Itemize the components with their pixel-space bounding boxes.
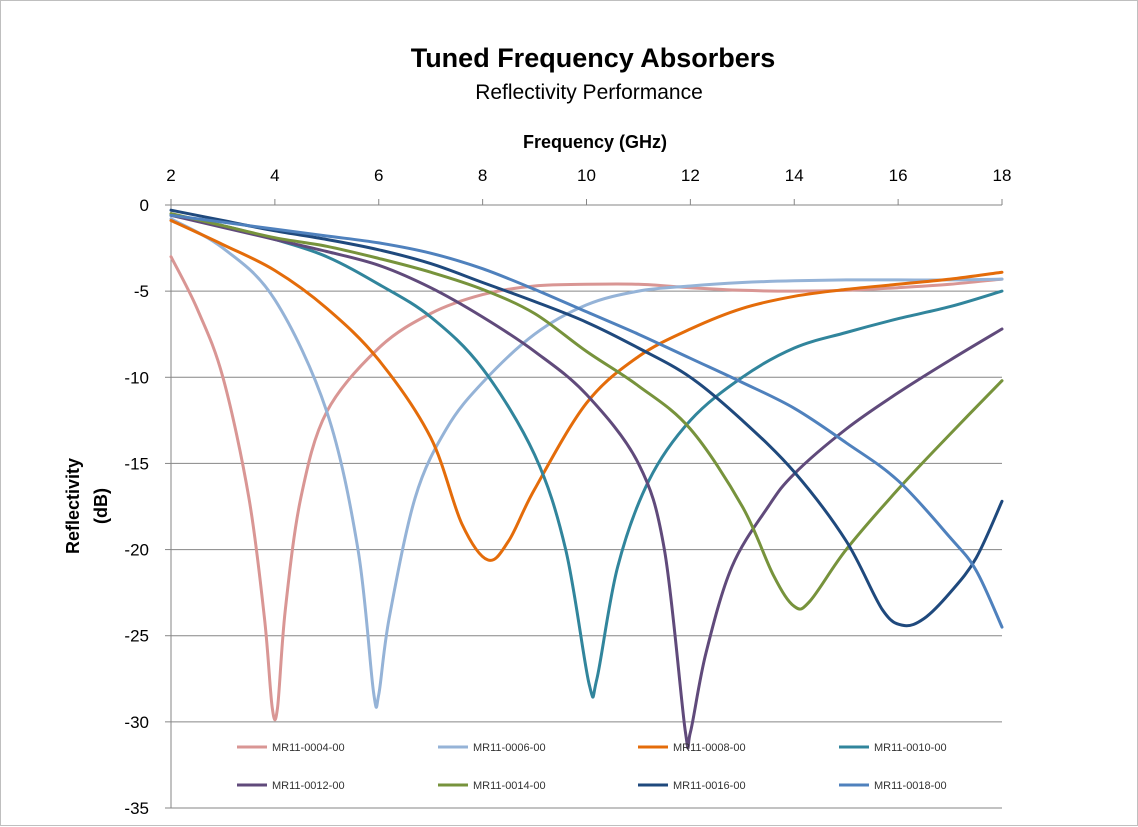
y-tick-label-5: -25 — [124, 627, 149, 646]
y-axis-title: Reflectivity (dB) — [63, 458, 111, 554]
series-line-mr11-0012-00 — [169, 213, 1004, 750]
series-line-mr11-0010-00 — [169, 213, 1004, 699]
x-axis-title: Frequency (GHz) — [523, 132, 667, 152]
x-tick-label-7: 16 — [889, 166, 908, 185]
y-tick-labels: 0 -5 -10 -15 -20 -25 -30 -35 — [124, 196, 149, 818]
y-tick-label-4: -20 — [124, 541, 149, 560]
x-tick-label-2: 6 — [374, 166, 383, 185]
x-tick-label-5: 12 — [681, 166, 700, 185]
chart-title: Tuned Frequency Absorbers — [411, 43, 776, 73]
chart-subtitle: Reflectivity Performance — [475, 81, 703, 104]
y-tick-label-0: 0 — [140, 196, 149, 215]
x-tick-label-8: 18 — [993, 166, 1012, 185]
series-line-mr11-0008-00 — [169, 219, 1004, 562]
legend-label-mr11-0004-00: MR11-0004-00 — [272, 742, 345, 754]
legend-label-mr11-0010-00: MR11-0010-00 — [874, 742, 947, 754]
legend-label-mr11-0008-00: MR11-0008-00 — [673, 742, 746, 754]
y-tick-label-2: -10 — [124, 368, 149, 387]
x-tick-label-0: 2 — [166, 166, 175, 185]
legend-label-mr11-0018-00: MR11-0018-00 — [874, 780, 947, 792]
y-tick-label-3: -15 — [124, 454, 149, 473]
legend-label-mr11-0016-00: MR11-0016-00 — [673, 780, 746, 792]
y-tick-label-6: -30 — [124, 713, 149, 732]
x-tick-label-6: 14 — [785, 166, 804, 185]
y-axis-title-line-1: Reflectivity — [63, 458, 83, 554]
legend: MR11-0004-00 MR11-0006-00 MR11-0008-00 MR11… — [237, 742, 947, 792]
series-lines — [169, 208, 1004, 750]
gridlines — [171, 290, 1002, 809]
legend-label-mr11-0006-00: MR11-0006-00 — [473, 742, 546, 754]
x-tick-label-4: 10 — [577, 166, 596, 185]
series-line-mr11-0004-00 — [169, 255, 1004, 722]
legend-label-mr11-0012-00: MR11-0012-00 — [272, 780, 345, 792]
y-tick-label-7: -35 — [124, 799, 149, 818]
axes — [165, 199, 1003, 809]
series-line-mr11-0016-00 — [169, 208, 1004, 628]
y-axis-title-line-2: (dB) — [91, 488, 111, 524]
legend-label-mr11-0014-00: MR11-0014-00 — [473, 780, 546, 792]
x-tick-label-1: 4 — [270, 166, 279, 185]
x-tick-labels: 2 4 6 8 10 12 14 16 18 — [166, 166, 1011, 185]
series-line-mr11-0018-00 — [169, 213, 1004, 629]
y-tick-label-1: -5 — [134, 282, 149, 301]
series-line-mr11-0006-00 — [169, 217, 1004, 709]
x-tick-label-3: 8 — [478, 166, 487, 185]
